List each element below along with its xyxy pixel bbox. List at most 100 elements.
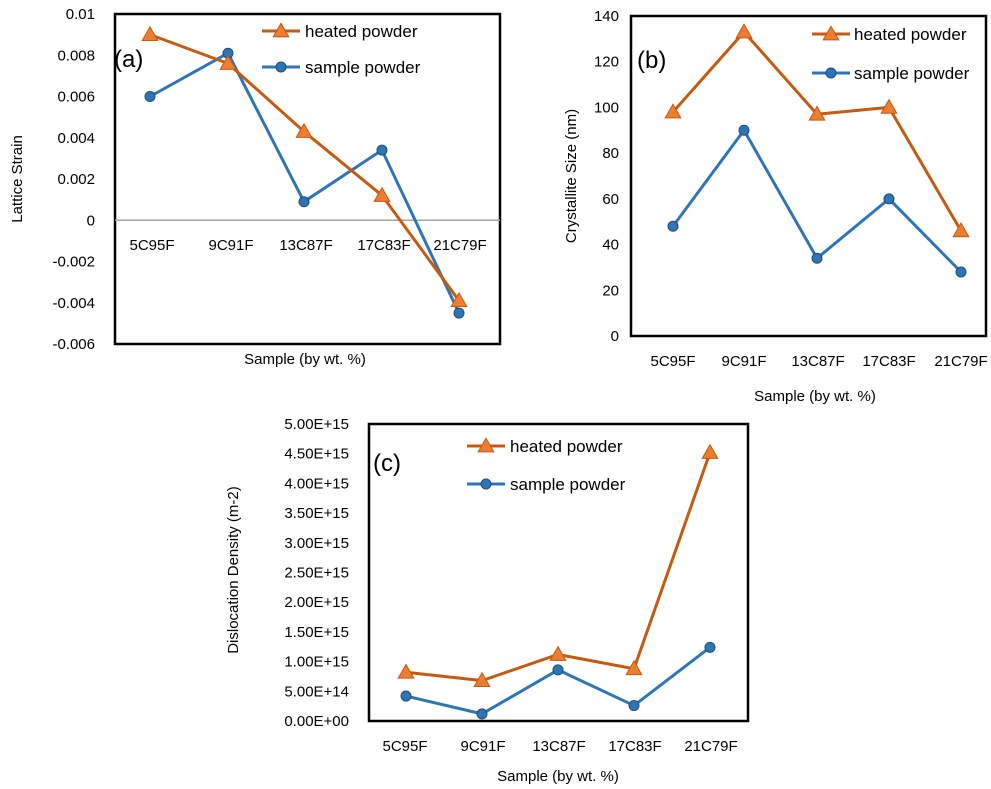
y-tick-label: 1.50E+15 (284, 624, 349, 641)
x-tick-label: 21C79F (934, 353, 987, 370)
x-axis-label: Sample (by wt. %) (497, 768, 619, 785)
data-point-heated (664, 103, 682, 119)
x-tick-label: 5C95F (129, 237, 174, 254)
data-point-sample (811, 252, 823, 264)
legend-label: heated powder (854, 25, 967, 44)
legend-marker-sample (825, 67, 837, 79)
y-tick-label: 100 (594, 99, 619, 116)
y-tick-label: 40 (602, 237, 619, 254)
data-point-sample (552, 664, 564, 676)
y-tick-label: 120 (594, 54, 619, 71)
data-point-sample (738, 124, 750, 136)
y-tick-label: 0.00E+00 (284, 713, 349, 730)
data-point-heated (701, 443, 719, 459)
x-tick-label: 5C95F (382, 738, 427, 755)
plot-frame (113, 12, 502, 346)
y-tick-label: -0.002 (52, 254, 95, 271)
chart-panel-a: 0.01 0.008 0.006 0.004 0.002 0 -0.002 -0.004 -0.… (9, 6, 502, 368)
y-tick-label: 0 (87, 212, 95, 229)
data-point-sample (400, 690, 412, 702)
data-point-sample (628, 700, 640, 712)
x-axis-label: Sample (by wt. %) (754, 388, 876, 405)
legend-label: sample powder (305, 58, 421, 77)
data-point-sample (667, 220, 679, 232)
y-tick-label: 2.00E+15 (284, 594, 349, 611)
y-tick-label: 0.004 (57, 130, 95, 147)
y-tick-label: 5.00E+15 (284, 416, 349, 433)
y-tick-label: 20 (602, 282, 619, 299)
plot-frame (629, 14, 988, 338)
data-point-heated (808, 105, 826, 121)
y-tick-label: 60 (602, 191, 619, 208)
data-point-sample (476, 708, 488, 720)
y-axis-label: Lattice Strain (9, 135, 26, 223)
legend-label: sample powder (854, 64, 970, 83)
data-point-heated (373, 186, 391, 202)
data-point-heated (219, 54, 237, 70)
series-line-sample (149, 51, 461, 314)
x-axis-label: Sample (by wt. %) (244, 351, 366, 368)
panel-label: (b) (637, 47, 666, 74)
x-tick-label: 17C83F (357, 237, 410, 254)
x-tick-label: 17C83F (862, 353, 915, 370)
plot-frame (367, 422, 750, 723)
legend-marker-sample (275, 61, 287, 73)
legend-marker-heated (822, 25, 840, 41)
panel-label: (c) (373, 450, 401, 477)
y-tick-label: 4.00E+15 (284, 475, 349, 492)
data-point-heated (952, 222, 970, 238)
x-tick-label: 5C95F (650, 353, 695, 370)
x-tick-label: 13C87F (791, 353, 844, 370)
data-point-sample (883, 193, 895, 205)
series-line-heated (671, 30, 963, 232)
legend-label: heated powder (305, 22, 418, 41)
series-line-sample (671, 128, 963, 274)
x-tick-label: 17C83F (608, 738, 661, 755)
y-tick-label: -0.006 (52, 336, 95, 353)
x-tick-label: 13C87F (532, 738, 585, 755)
data-point-heated (450, 291, 468, 308)
legend-marker-heated (272, 22, 290, 38)
y-tick-label: 80 (602, 145, 619, 162)
y-tick-label: 5.00E+14 (284, 683, 349, 700)
y-tick-label: -0.004 (52, 295, 95, 312)
y-tick-label: 4.50E+15 (284, 446, 349, 463)
data-point-heated (295, 122, 313, 138)
x-tick-label: 9C91F (460, 738, 505, 755)
legend-marker-sample (480, 478, 492, 490)
y-tick-label: 0 (611, 328, 619, 345)
y-tick-label: 0.008 (57, 47, 95, 64)
y-tick-label: 1.00E+15 (284, 654, 349, 671)
data-point-sample (298, 196, 310, 208)
y-tick-label: 0.002 (57, 171, 95, 188)
x-tick-label: 21C79F (684, 738, 737, 755)
y-axis-label: Crystallite Size (nm) (563, 109, 580, 243)
legend-label: heated powder (510, 437, 623, 456)
x-tick-label: 9C91F (208, 237, 253, 254)
legend-label: sample powder (510, 475, 626, 494)
y-tick-label: 2.50E+15 (284, 565, 349, 582)
data-point-heated (473, 671, 491, 687)
chart-panel-b: 140 120 100 80 60 40 20 0 5C95F 9C91F 13C87F 17C83F… (563, 8, 988, 405)
y-axis-label: Dislocation Density (m-2) (225, 486, 242, 654)
data-point-sample (955, 266, 967, 278)
data-point-heated (735, 23, 753, 39)
x-tick-label: 9C91F (721, 353, 766, 370)
x-tick-label: 21C79F (433, 237, 486, 254)
data-point-sample (376, 144, 388, 156)
y-tick-label: 0.01 (66, 6, 95, 23)
data-point-heated (141, 25, 159, 41)
data-point-sample (704, 641, 716, 653)
y-tick-label: 0.006 (57, 89, 95, 106)
y-tick-label: 3.00E+15 (284, 535, 349, 552)
data-point-heated (625, 659, 643, 676)
data-point-sample (453, 307, 465, 319)
chart-panel-c: 5.00E+15 4.50E+15 4.00E+15 3.50E+15 3.00E+15… (225, 416, 750, 785)
y-tick-label: 3.50E+15 (284, 505, 349, 522)
data-point-heated (880, 98, 898, 114)
data-point-heated (397, 663, 415, 679)
panel-label: (a) (114, 46, 143, 73)
legend-marker-heated (477, 437, 495, 453)
data-point-heated (549, 645, 567, 661)
